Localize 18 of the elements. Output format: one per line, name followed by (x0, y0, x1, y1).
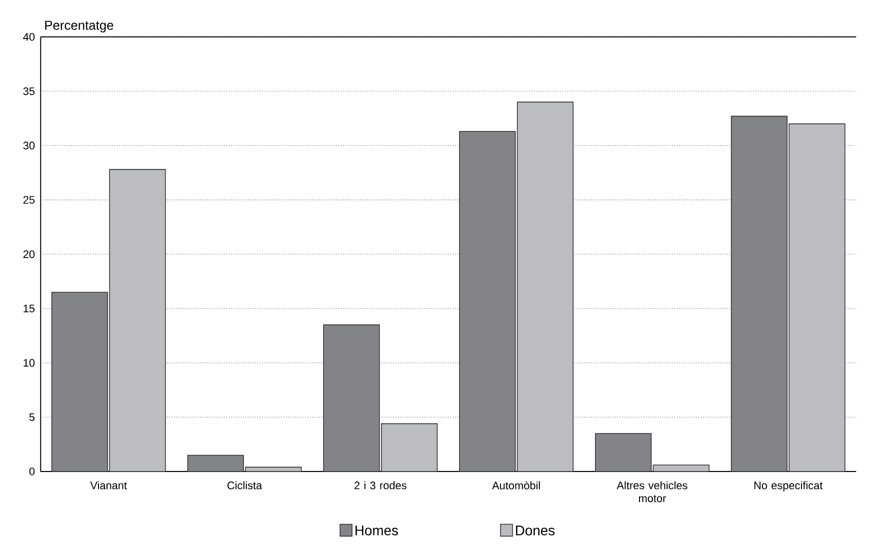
y-tick-label: 15 (24, 304, 35, 312)
legend-label: Dones (516, 526, 555, 536)
x-tick-label: No especificat (754, 481, 823, 492)
y-tick-label: 40 (23, 32, 35, 41)
x-tick-label: 2 i 3 rodes (354, 481, 406, 490)
x-tick-label: Automòbil (492, 481, 540, 490)
y-tick-label: 20 (23, 250, 35, 258)
y-tick-label: 35 (23, 87, 35, 95)
y-axis-title: Percentatge (45, 20, 114, 32)
y-tick-label: 25 (23, 196, 35, 204)
x-tick-label: Vianant (90, 481, 127, 490)
y-tick-label: 10 (24, 358, 35, 367)
x-tick-label: Altres vehicles motor (616, 481, 688, 502)
y-tick-label: 30 (23, 142, 35, 150)
y-tick-label: 5 (29, 413, 35, 421)
x-tick-label: Ciclista (227, 481, 262, 490)
y-tick-label: 0 (29, 468, 35, 476)
legend-label: Homes (356, 526, 398, 536)
